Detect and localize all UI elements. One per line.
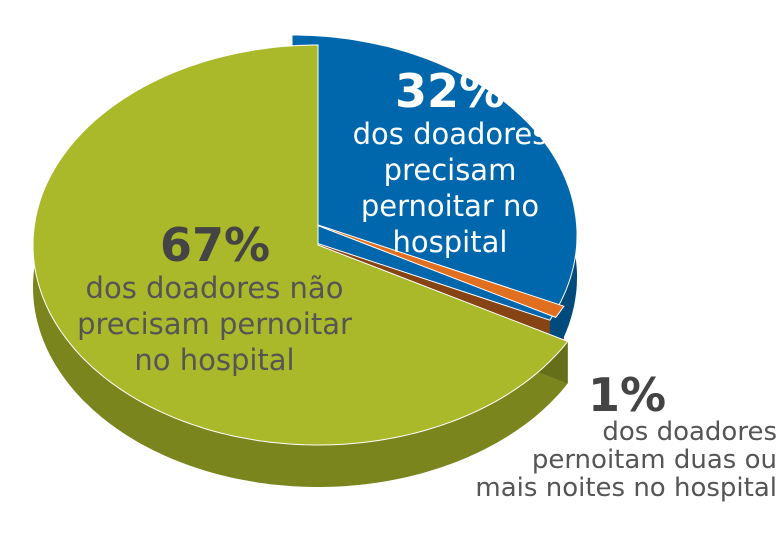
value-label: 32%	[395, 64, 506, 118]
value-label: 1%	[588, 368, 667, 422]
slice-label: dos doadores precisam pernoitar no hospi…	[352, 117, 548, 259]
slice	[305, 220, 565, 318]
value-label: 67%	[160, 218, 271, 272]
slice	[32, 44, 569, 446]
slice-label: dos doadores pernoitam duas ou mais noit…	[475, 417, 777, 503]
slice-label: dos doadores não precisam pernoitar no h…	[77, 271, 352, 377]
slice	[291, 34, 578, 321]
